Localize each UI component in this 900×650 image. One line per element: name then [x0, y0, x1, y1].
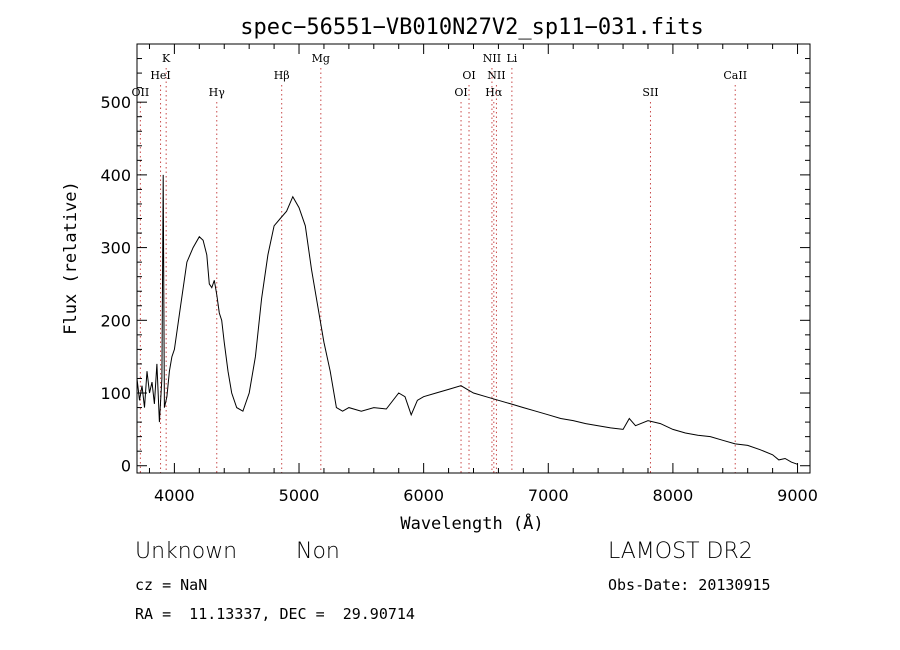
x-tick-label: 5000 [279, 486, 320, 505]
spectrum-line [136, 174, 798, 465]
line-marker-label: OI [454, 86, 467, 99]
y-tick-label: 0 [121, 457, 131, 476]
line-marker-label: Li [506, 52, 517, 65]
line-marker-label: Hβ [274, 69, 290, 82]
line-marker-label: Hγ [209, 86, 226, 99]
redshift-cz: cz = NaN [135, 576, 208, 594]
line-marker-label: Hα [485, 86, 503, 99]
line-marker-label: SII [642, 86, 658, 99]
y-tick-label: 300 [100, 239, 131, 258]
line-marker-label: Mg [312, 52, 330, 65]
y-axis-label: Flux (relative) [61, 181, 81, 335]
x-axis-label: Wavelength (Å) [400, 512, 543, 534]
chart-title: spec−56551−VB010N27V2_sp11−031.fits [240, 15, 704, 40]
object-subclass: Non [296, 539, 340, 564]
x-tick-label: 8000 [653, 486, 694, 505]
x-tick-label: 4000 [154, 486, 195, 505]
line-marker-label: HeI [150, 69, 170, 82]
y-tick-label: 200 [100, 311, 131, 330]
object-class: Unknown [135, 539, 238, 564]
line-marker-label: NII [487, 69, 505, 82]
y-tick-label: 400 [100, 166, 131, 185]
x-axis-ticks: 4000 5000 6000 7000 8000 9000 [148, 44, 818, 505]
line-marker-label: NII [483, 52, 501, 65]
line-marker-label: K [162, 52, 171, 65]
observation-date: Obs-Date: 20130915 [608, 576, 771, 594]
y-axis-ticks: 0 100 200 300 400 500 [100, 58, 810, 476]
line-marker-label: OII [132, 86, 150, 99]
x-tick-label: 6000 [403, 486, 444, 505]
sky-coordinates: RA = 11.13337, DEC = 29.90714 [135, 605, 415, 623]
line-marker-label: OI [462, 69, 475, 82]
line-marker-label: CaII [723, 69, 747, 82]
x-tick-label: 7000 [528, 486, 569, 505]
x-tick-label: 9000 [777, 486, 818, 505]
y-tick-label: 500 [100, 93, 131, 112]
survey-name: LAMOST DR2 [608, 539, 753, 564]
y-tick-label: 100 [100, 384, 131, 403]
